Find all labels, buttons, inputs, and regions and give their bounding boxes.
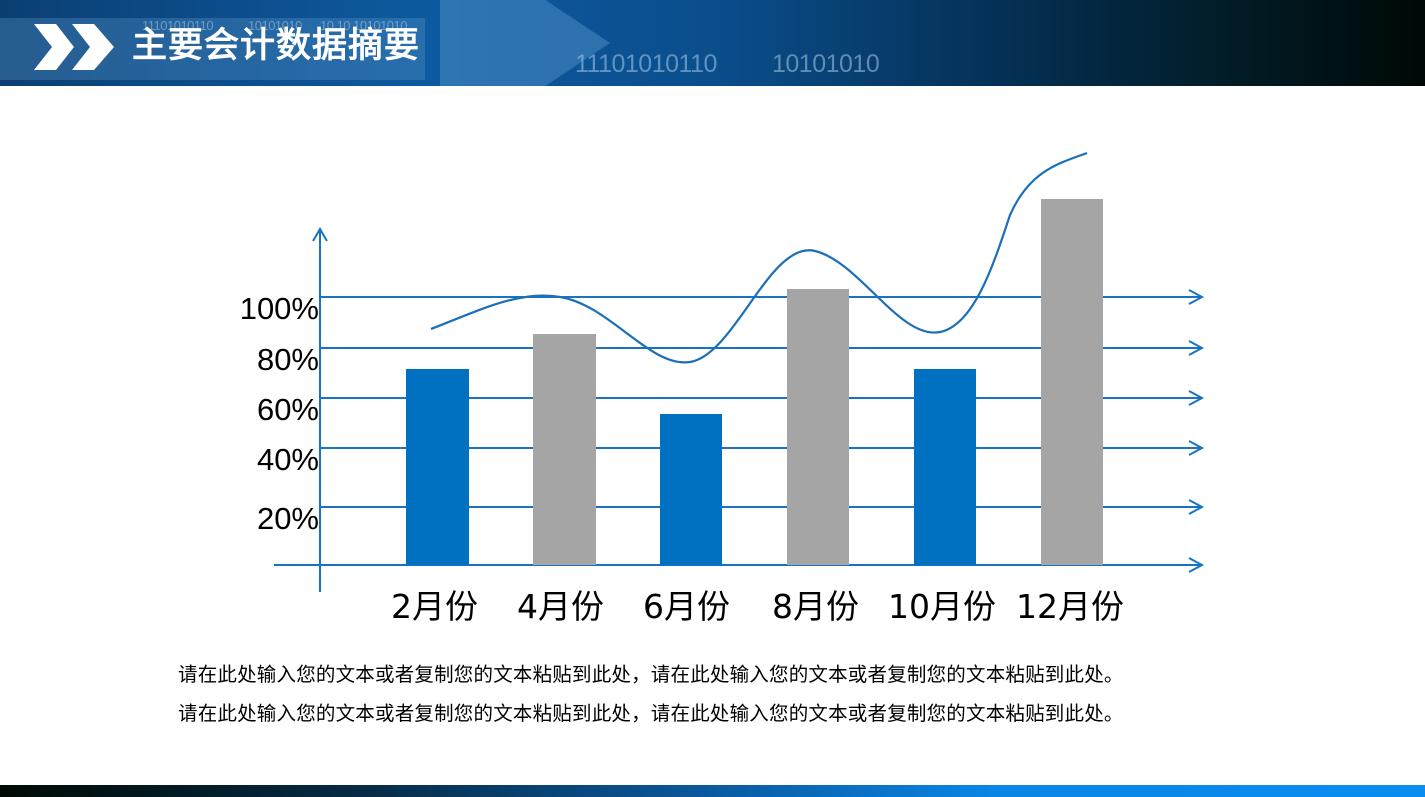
page-title: 主要会计数据摘要: [132, 26, 421, 66]
y-tick-label: 80%: [256, 342, 319, 377]
x-tick-label: 8月份: [772, 587, 859, 626]
bars: [406, 199, 1103, 565]
x-tick-label: 12月份: [1016, 587, 1124, 626]
binary-decoration: 10101010: [248, 18, 302, 33]
bar-2月份: [406, 369, 469, 565]
header-banner: 11101010110 10101010 10 10 10101010 1110…: [0, 0, 1425, 86]
double-chevron-icon: [34, 24, 114, 70]
binary-decoration: 10 10 10101010: [320, 18, 407, 33]
body-text-line-1: 请在此处输入您的文本或者复制您的文本粘贴到此处，请在此处输入您的文本或者复制您的…: [178, 663, 1124, 686]
x-tick-label: 2月份: [391, 587, 478, 626]
footer-bar: [0, 785, 1425, 797]
y-tick-label: 60%: [256, 392, 319, 427]
bar-12月份: [1041, 199, 1103, 565]
binary-decoration: 11101010110: [575, 50, 717, 78]
x-tick-label: 6月份: [643, 587, 730, 626]
bar-4月份: [533, 334, 596, 565]
binary-decoration: 11101010110: [142, 18, 214, 33]
bar-10月份: [914, 369, 976, 565]
bar-6月份: [660, 414, 722, 565]
y-tick-label: 40%: [256, 442, 319, 477]
bar-8月份: [787, 289, 849, 565]
trend-curve: [430, 151, 1088, 364]
x-tick-label: 4月份: [517, 587, 604, 626]
x-tick-label: 10月份: [888, 587, 996, 626]
y-tick-label: 20%: [256, 501, 319, 536]
body-text-line-2: 请在此处输入您的文本或者复制您的文本粘贴到此处，请在此处输入您的文本或者复制您的…: [178, 702, 1124, 725]
y-axis: [312, 227, 328, 592]
y-tick-label: 100%: [239, 291, 319, 326]
binary-decoration: 10101010: [772, 50, 880, 78]
